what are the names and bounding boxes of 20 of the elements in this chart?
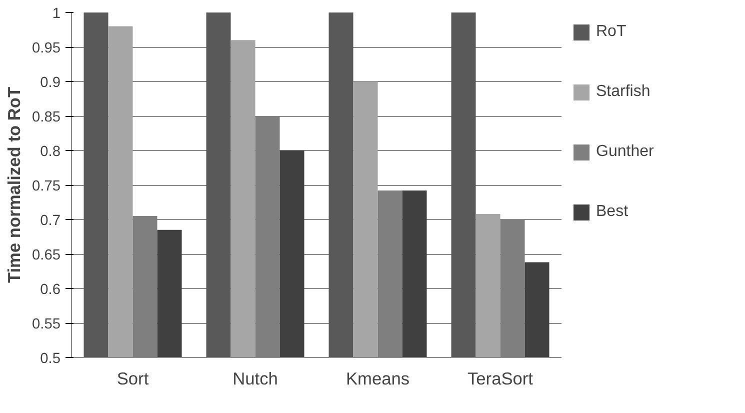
y-tick-label: 0.5 xyxy=(40,351,60,367)
x-tick-label: TeraSort xyxy=(468,368,534,388)
x-tick-label: Sort xyxy=(116,368,149,388)
y-tick-label: 0.9 xyxy=(40,75,60,91)
y-axis-title: Time normalized to RoT xyxy=(4,86,24,284)
y-tick-label: 1 xyxy=(52,6,61,22)
y-tick-label: 0.7 xyxy=(40,213,60,229)
legend-label: Starfish xyxy=(596,83,650,101)
x-tick-label: Kmeans xyxy=(346,368,410,388)
y-tick-label: 0.75 xyxy=(32,178,61,194)
y-tick-label: 0.85 xyxy=(32,110,61,126)
legend-label: Best xyxy=(596,203,628,221)
y-tick-label: 0.6 xyxy=(40,282,60,298)
legend-label: RoT xyxy=(596,23,626,41)
x-tick-label: Nutch xyxy=(232,368,278,388)
legend-label: Gunther xyxy=(596,143,654,161)
y-tick-label: 0.8 xyxy=(40,144,60,160)
y-tick-label: 0.55 xyxy=(32,316,61,332)
y-tick-label: 0.65 xyxy=(32,248,61,264)
y-tick-label: 0.95 xyxy=(32,40,61,56)
